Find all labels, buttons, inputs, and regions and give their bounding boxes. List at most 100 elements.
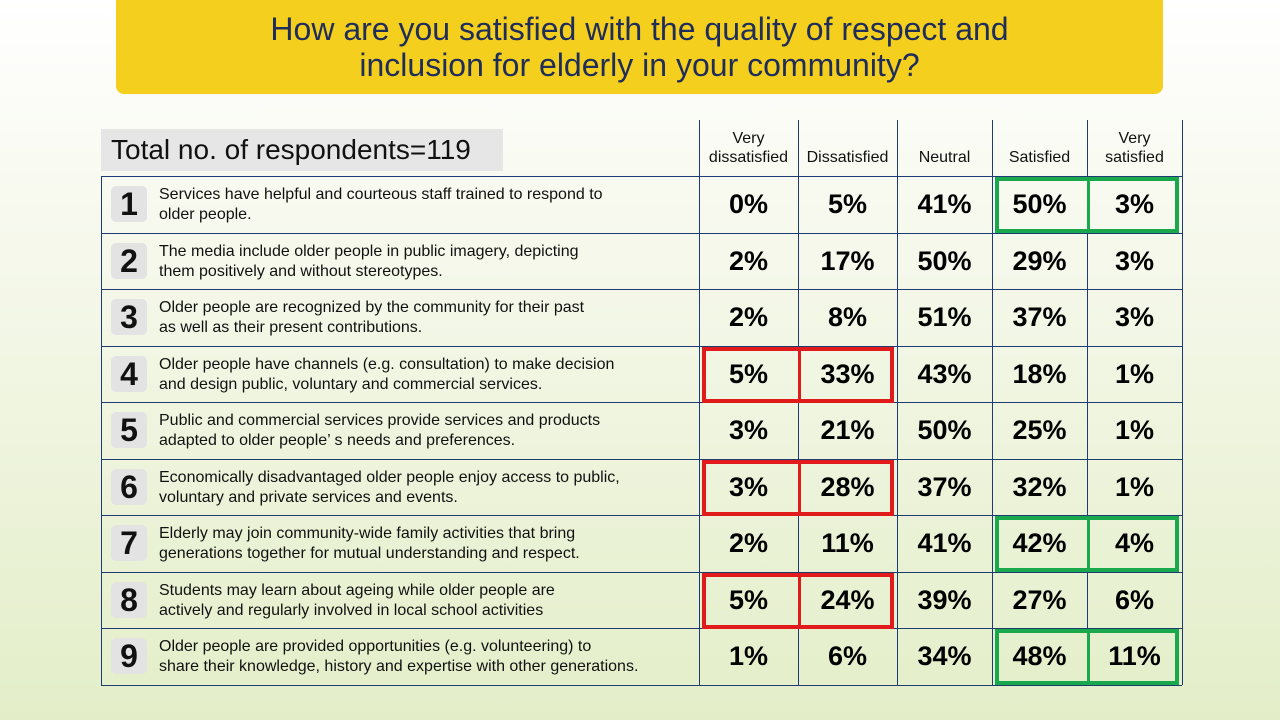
row-divider	[101, 346, 1182, 347]
statement-line: Services have helpful and courteous staf…	[159, 186, 603, 203]
highlight-box-green	[995, 177, 1179, 233]
table-row: 1 Services have helpful and courteous sta…	[101, 176, 1182, 232]
percent-cell: 37%	[1012, 302, 1067, 332]
percent-cell: 2%	[728, 302, 769, 332]
row-statement: Elderly may join community-wide family a…	[159, 524, 699, 564]
percent-cell: 41%	[917, 528, 972, 558]
row-statement: Students may learn about ageing while ol…	[159, 581, 699, 621]
percent-cell: 4%	[1114, 528, 1155, 558]
percent-cell: 2%	[728, 528, 769, 558]
percent-cell: 39%	[917, 585, 972, 615]
statement-line: older people.	[159, 206, 252, 223]
respondents-label: Total no. of respondents=119	[101, 129, 503, 171]
percent-cell: 21%	[820, 415, 875, 445]
header-divider	[1182, 120, 1183, 176]
statement-line: share their knowledge, history and exper…	[159, 658, 639, 675]
percent-cell: 5%	[728, 585, 769, 615]
highlight-divider	[1087, 520, 1090, 568]
percent-cell: 1%	[1114, 472, 1155, 502]
percent-cell: 6%	[1114, 585, 1155, 615]
percent-cell: 43%	[917, 359, 972, 389]
percent-cell: 37%	[917, 472, 972, 502]
title-banner: How are you satisfied with the quality o…	[116, 0, 1163, 94]
percent-cell: 51%	[917, 302, 972, 332]
percent-cell: 11%	[821, 528, 874, 558]
statement-line: as well as their present contributions.	[159, 319, 423, 336]
column-divider	[897, 176, 898, 685]
row-divider	[101, 289, 1182, 290]
header-divider	[1087, 120, 1088, 176]
row-statement: Older people are recognized by the commu…	[159, 298, 699, 338]
percent-cell: 1%	[1114, 359, 1155, 389]
column-header-line: Neutral	[918, 149, 971, 166]
column-header-text: Dissatisfied	[807, 148, 889, 167]
statement-line: Public and commercial services provide s…	[159, 412, 601, 429]
table-row: 4 Older people have channels (e.g. consul…	[101, 346, 1182, 402]
title-line-1: How are you satisfied with the quality o…	[270, 11, 1009, 47]
row-statement: Services have helpful and courteous staf…	[159, 185, 699, 225]
column-header-text: Very dissatisfied	[709, 129, 788, 167]
row-divider	[101, 628, 1182, 629]
percent-cell: 0%	[728, 189, 769, 219]
column-header-line: Very	[1118, 130, 1151, 147]
statement-line: voluntary and private services and event…	[159, 489, 458, 506]
row-number: 8	[111, 582, 147, 618]
highlight-box-green	[995, 629, 1179, 685]
column-header: Neutral	[897, 120, 992, 175]
row-number: 9	[111, 638, 147, 674]
column-divider	[992, 176, 993, 685]
column-header-line: Satisfied	[1008, 149, 1071, 166]
column-divider	[798, 176, 799, 685]
row-statement: Public and commercial services provide s…	[159, 411, 699, 451]
statement-line: Students may learn about ageing while ol…	[159, 582, 555, 599]
highlight-divider	[798, 351, 801, 399]
column-divider	[1087, 176, 1088, 685]
statement-line: Economically disadvantaged older people …	[159, 469, 620, 486]
highlight-divider	[1087, 181, 1090, 229]
row-number: 6	[111, 469, 147, 505]
column-divider	[699, 176, 700, 685]
row-divider	[101, 402, 1182, 403]
percent-cell: 50%	[917, 246, 972, 276]
column-header: Satisfied	[992, 120, 1087, 175]
title-line-2: inclusion for elderly in your community?	[359, 47, 920, 83]
percent-cell: 17%	[820, 246, 875, 276]
column-header-text: Very satisfied	[1105, 129, 1164, 167]
percent-cell: 41%	[917, 189, 972, 219]
percent-cell: 2%	[728, 246, 769, 276]
percent-cell: 34%	[917, 641, 972, 671]
statement-line: The media include older people in public…	[159, 243, 579, 260]
table-row: 9 Older people are provided opportunities…	[101, 628, 1182, 684]
percent-cell: 11%	[1108, 641, 1161, 671]
header-divider	[897, 120, 898, 176]
percent-cell: 6%	[827, 641, 868, 671]
percent-cell: 8%	[827, 302, 868, 332]
column-divider	[101, 176, 102, 685]
statement-line: Older people are recognized by the commu…	[159, 299, 585, 316]
percent-cell: 3%	[728, 472, 769, 502]
column-header: Dissatisfied	[798, 120, 897, 175]
row-number: 1	[111, 186, 147, 222]
highlight-box-red	[702, 347, 894, 403]
percent-cell: 27%	[1012, 585, 1067, 615]
percent-cell: 33%	[820, 359, 875, 389]
table-row: 7 Elderly may join community-wide family …	[101, 515, 1182, 571]
header-divider	[798, 120, 799, 176]
column-header-line: Very	[732, 130, 765, 147]
statement-line: actively and regularly involved in local…	[159, 602, 544, 619]
row-number: 7	[111, 525, 147, 561]
highlight-divider	[1087, 633, 1090, 681]
statement-line: them positively and without stereotypes.	[159, 263, 443, 280]
header-divider	[699, 120, 700, 176]
column-header-text: Neutral	[919, 148, 971, 167]
percent-cell: 3%	[1114, 246, 1155, 276]
row-divider	[101, 572, 1182, 573]
statement-line: and design public, voluntary and commerc…	[159, 376, 543, 393]
table-row: 6 Economically disadvantaged older people…	[101, 459, 1182, 515]
statement-line: Elderly may join community-wide family a…	[159, 525, 576, 542]
percent-cell: 48%	[1012, 641, 1067, 671]
highlight-divider	[798, 577, 801, 625]
table-row: 3 Older people are recognized by the comm…	[101, 289, 1182, 345]
column-header-text: Satisfied	[1009, 148, 1070, 167]
row-divider	[101, 515, 1182, 516]
